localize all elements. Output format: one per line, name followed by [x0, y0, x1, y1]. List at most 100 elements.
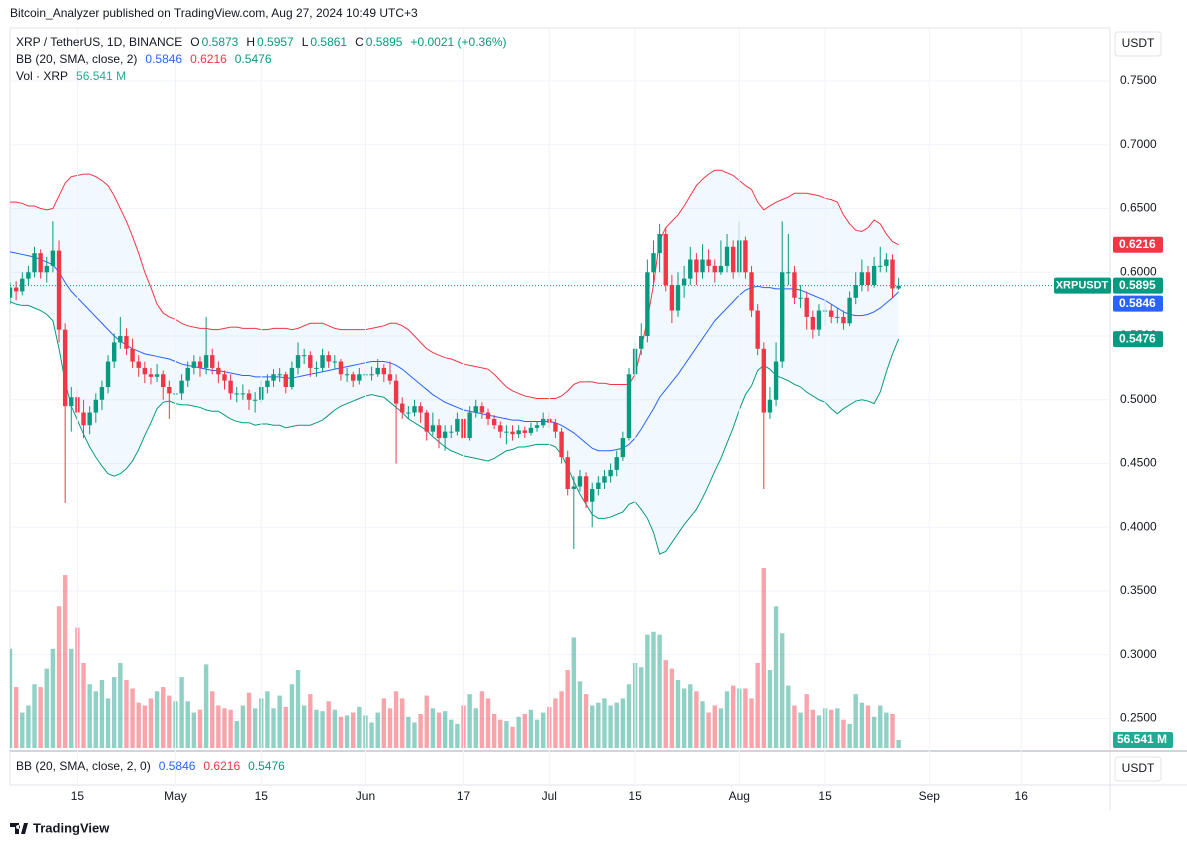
volume-bar: [44, 668, 49, 748]
volume-badge-label: 56.541 M: [1117, 732, 1167, 746]
candle-body: [510, 431, 515, 435]
volume-bar: [479, 691, 485, 748]
candle-body: [602, 476, 607, 483]
candle-body: [277, 374, 282, 376]
unit-button[interactable]: USDT: [1114, 756, 1162, 782]
volume-bar: [350, 712, 356, 748]
candle-body: [350, 374, 356, 381]
volume-bar: [651, 631, 656, 748]
volume-bar: [810, 709, 816, 748]
bb-line: [10, 169, 899, 399]
volume-bar: [583, 694, 589, 748]
candle-body: [44, 265, 49, 273]
candle-body: [308, 355, 313, 368]
candle-body: [105, 361, 111, 388]
candle-body: [792, 272, 797, 298]
candle-body: [829, 310, 834, 317]
candle-body: [859, 272, 865, 286]
volume-bar: [240, 705, 246, 748]
candle-body: [393, 380, 399, 404]
y-tick-label: 0.6500: [1120, 201, 1157, 215]
candle-body: [326, 355, 331, 362]
volume-bar: [786, 685, 791, 748]
volume-bar: [191, 712, 197, 748]
candle-body: [853, 285, 858, 298]
volume-bar: [792, 705, 797, 748]
volume-bar: [878, 705, 883, 748]
volume-bar: [596, 702, 601, 748]
candle-body: [755, 310, 760, 349]
volume-bar: [773, 606, 779, 748]
volume-bar: [835, 708, 840, 748]
volume-bar: [743, 688, 748, 748]
y-tick-label: 0.4500: [1120, 456, 1157, 470]
volume-bar: [62, 575, 68, 748]
candle-body: [20, 278, 25, 292]
candle-body: [810, 316, 816, 330]
candle-body: [700, 259, 705, 273]
price-badge-label: 0.5895: [1119, 278, 1156, 292]
x-tick-label: 15: [818, 789, 832, 803]
x-tick-label: 15: [255, 789, 269, 803]
candle-body: [473, 406, 478, 413]
candle-body: [240, 393, 246, 395]
candle-body: [559, 431, 564, 458]
candle-body: [38, 253, 43, 273]
candle-body: [786, 272, 791, 274]
volume-bar: [283, 706, 288, 748]
volume-bar: [730, 685, 736, 748]
candle-body: [749, 272, 754, 311]
volume-bar: [498, 719, 503, 748]
volume-bar: [69, 648, 74, 748]
volume-bar: [816, 715, 822, 748]
volume-bar: [675, 679, 681, 748]
candle-body: [626, 374, 632, 439]
ohlc-value: 0.5957: [257, 35, 294, 49]
volume-bar: [111, 677, 117, 748]
volume-bar: [510, 726, 515, 748]
bb-value: 0.5476: [234, 52, 272, 66]
candle-body: [295, 355, 301, 368]
unit-button[interactable]: USDT: [1114, 31, 1162, 57]
volume-bar: [381, 698, 387, 748]
volume-bar: [197, 709, 203, 748]
candle-body: [712, 265, 717, 273]
candle-body: [62, 329, 68, 407]
volume-bar: [639, 667, 644, 748]
volume-bar: [320, 711, 325, 748]
volume-bar: [442, 711, 448, 748]
publisher-line: Bitcoin_Analyzer published on TradingVie…: [10, 6, 418, 20]
volume-bar: [504, 721, 509, 748]
volume-bar: [161, 687, 166, 748]
volume-bar: [577, 681, 583, 748]
volume-bar: [13, 687, 19, 748]
volume-bar: [412, 722, 417, 748]
price-badge: [1113, 277, 1163, 294]
unit-label: USDT: [1122, 36, 1155, 50]
candle-body: [718, 265, 724, 273]
candle-body: [583, 476, 589, 502]
volume-bar: [210, 691, 215, 748]
candle-body: [271, 374, 276, 381]
volume-bar: [829, 709, 834, 748]
candle-body: [191, 361, 197, 368]
volume-bar: [228, 709, 233, 748]
candle-body: [571, 486, 577, 490]
volume-bar: [56, 606, 62, 748]
volume-bar: [393, 691, 399, 748]
volume-bar: [93, 691, 98, 748]
candle-body: [203, 355, 209, 368]
ohlc-label: C: [355, 35, 364, 49]
candle-body: [252, 399, 258, 401]
candle-body: [424, 412, 429, 432]
y-tick-label: 0.3500: [1120, 583, 1157, 597]
volume-bar: [590, 705, 595, 748]
volume-bar: [400, 698, 405, 748]
volume-bar: [534, 719, 540, 748]
candle-body: [675, 285, 681, 311]
volume-bar: [295, 670, 301, 748]
volume-bar: [724, 691, 730, 748]
candle-body: [878, 265, 883, 267]
candle-body: [222, 374, 227, 381]
